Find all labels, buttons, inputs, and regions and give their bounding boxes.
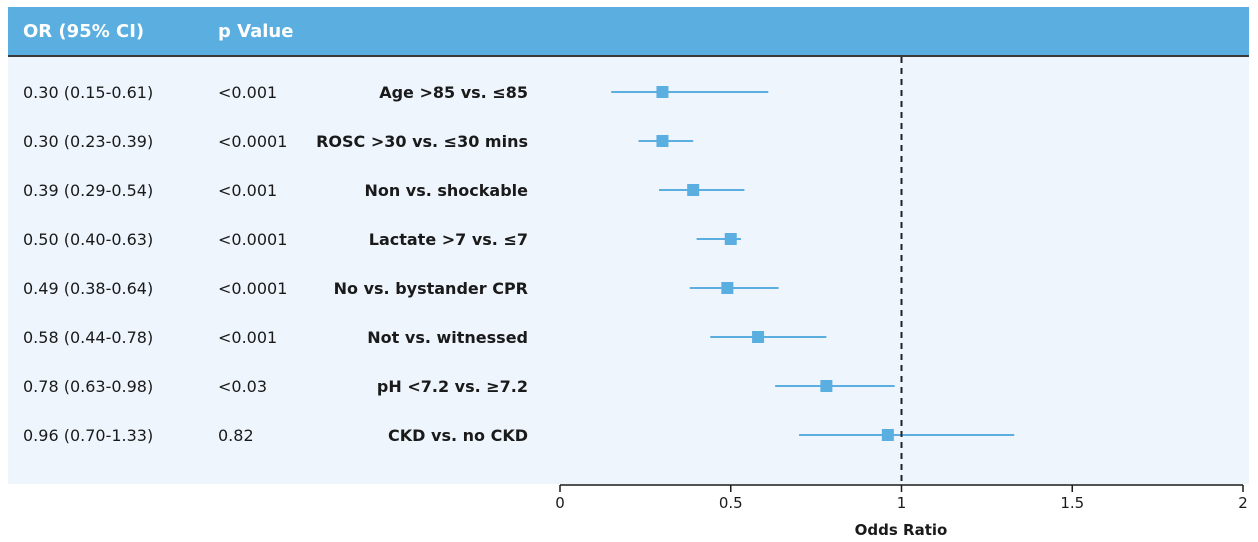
row-label: Non vs. shockable (364, 181, 528, 200)
row-label: pH <7.2 vs. ≥7.2 (377, 377, 528, 396)
header-or-ci: OR (95% CI) (23, 21, 144, 42)
or-marker (724, 233, 737, 245)
or-marker (820, 380, 833, 392)
or-marker (752, 331, 765, 343)
x-tick-label: 0.5 (719, 494, 743, 512)
forest-row: 0.49 (0.38-0.64) <0.0001 No vs. bystander … (23, 279, 779, 298)
p-value: <0.001 (218, 83, 277, 102)
p-value: 0.82 (218, 426, 254, 445)
x-axis-title: Odds Ratio (855, 521, 948, 539)
p-value: <0.03 (218, 377, 267, 396)
or-ci-value: 0.50 (0.40-0.63) (23, 230, 153, 249)
x-tick-label: 0 (555, 494, 565, 512)
or-marker (721, 282, 734, 294)
table-header-bar (8, 7, 1249, 55)
or-ci-value: 0.30 (0.15-0.61) (23, 83, 153, 102)
x-axis-ticks: 0 0.5 1 1.5 2 (555, 485, 1248, 512)
forest-row: 0.50 (0.40-0.63) <0.0001 Lactate >7 vs. ≤7 (23, 230, 741, 249)
header-p-value: p Value (218, 21, 293, 42)
x-tick-label: 1.5 (1060, 494, 1084, 512)
forest-row: 0.58 (0.44-0.78) <0.001 Not vs. witnessed (23, 328, 827, 347)
or-marker (881, 429, 894, 441)
row-label: Lactate >7 vs. ≤7 (369, 230, 528, 249)
x-tick-label: 2 (1238, 494, 1248, 512)
row-label: CKD vs. no CKD (388, 426, 528, 445)
p-value: <0.0001 (218, 132, 287, 151)
or-ci-value: 0.96 (0.70-1.33) (23, 426, 153, 445)
forest-row: 0.78 (0.63-0.98) <0.03 pH <7.2 vs. ≥7.2 (23, 377, 895, 396)
table-panel-background (8, 57, 1249, 484)
forest-rows: 0.30 (0.15-0.61) <0.001 Age >85 vs. ≤850.3… (23, 83, 1015, 445)
or-marker (656, 86, 669, 98)
p-value: <0.001 (218, 181, 277, 200)
p-value: <0.001 (218, 328, 277, 347)
row-label: Age >85 vs. ≤85 (379, 83, 528, 102)
x-tick-label: 1 (897, 494, 907, 512)
p-value: <0.0001 (218, 279, 287, 298)
p-value: <0.0001 (218, 230, 287, 249)
or-ci-value: 0.49 (0.38-0.64) (23, 279, 153, 298)
or-marker (687, 184, 700, 196)
row-label: ROSC >30 vs. ≤30 mins (316, 132, 528, 151)
or-ci-value: 0.39 (0.29-0.54) (23, 181, 153, 200)
or-ci-value: 0.78 (0.63-0.98) (23, 377, 153, 396)
forest-row: 0.39 (0.29-0.54) <0.001 Non vs. shockable (23, 181, 745, 200)
row-label: Not vs. witnessed (367, 328, 528, 347)
forest-row: 0.96 (0.70-1.33) 0.82 CKD vs. no CKD (23, 426, 1015, 445)
or-ci-value: 0.58 (0.44-0.78) (23, 328, 153, 347)
or-ci-value: 0.30 (0.23-0.39) (23, 132, 153, 151)
forest-row: 0.30 (0.15-0.61) <0.001 Age >85 vs. ≤85 (23, 83, 769, 102)
row-label: No vs. bystander CPR (334, 279, 528, 298)
or-marker (656, 135, 669, 147)
forest-row: 0.30 (0.23-0.39) <0.0001 ROSC >30 vs. ≤30 … (23, 132, 694, 151)
